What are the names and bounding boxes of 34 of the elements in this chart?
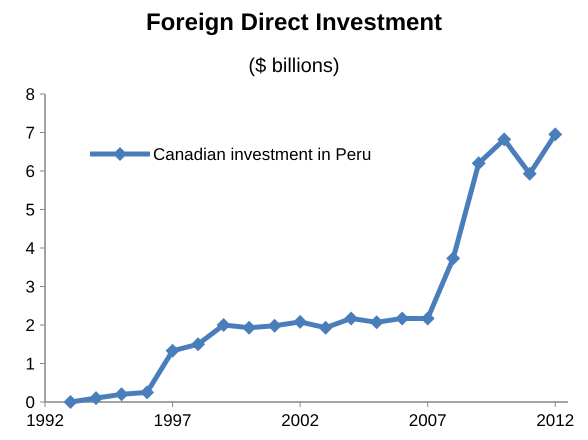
point bbox=[497, 132, 512, 146]
point bbox=[370, 315, 384, 330]
x-tick-label: 1992 bbox=[26, 411, 64, 430]
point bbox=[242, 320, 256, 335]
legend-label: Canadian investment in Peru bbox=[153, 144, 372, 164]
point bbox=[318, 320, 333, 335]
y-tick-label: 4 bbox=[26, 238, 35, 258]
point bbox=[472, 156, 486, 170]
point bbox=[64, 395, 78, 409]
x-tick-label: 1997 bbox=[154, 411, 192, 430]
y-tick-label: 7 bbox=[26, 123, 35, 142]
y-tick-label: 3 bbox=[26, 277, 35, 296]
x-tick-label: 2002 bbox=[281, 411, 320, 430]
chart-title: Foreign Direct Investment bbox=[146, 9, 442, 36]
point bbox=[140, 385, 154, 400]
point bbox=[166, 344, 180, 358]
point bbox=[293, 314, 308, 329]
y-tick-label: 5 bbox=[26, 200, 35, 220]
point bbox=[446, 251, 460, 266]
y-tick-label: 0 bbox=[26, 392, 35, 412]
point bbox=[268, 318, 282, 333]
y-tick-label: 8 bbox=[26, 84, 35, 104]
point bbox=[89, 391, 104, 406]
point bbox=[344, 311, 358, 326]
point bbox=[522, 166, 537, 181]
x-tick-label: 2007 bbox=[408, 411, 447, 430]
y-tick-label: 2 bbox=[26, 316, 35, 335]
y-tick-label: 6 bbox=[26, 162, 35, 181]
x-tick-label: 2012 bbox=[536, 411, 574, 430]
chart-subtitle: ($ billions) bbox=[248, 55, 340, 77]
point bbox=[191, 337, 206, 352]
point bbox=[548, 127, 562, 142]
y-tick-label: 1 bbox=[26, 354, 35, 374]
point bbox=[216, 318, 231, 332]
